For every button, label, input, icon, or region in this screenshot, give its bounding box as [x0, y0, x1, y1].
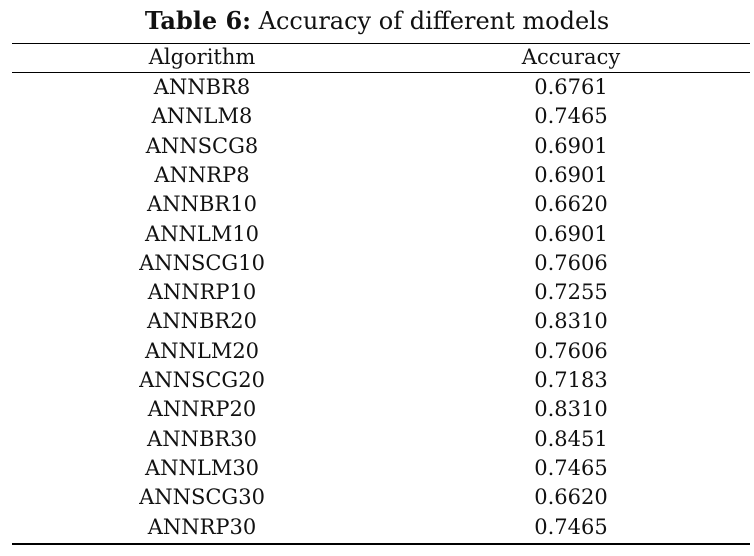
cell-algorithm: ANNRP10 — [147, 280, 257, 305]
cell-accuracy: 0.7465 — [534, 514, 608, 539]
column-header-algorithm: Algorithm — [148, 45, 256, 69]
table-row: ANNRP30 0.7465 — [12, 513, 750, 542]
table-row: ANNRP20 0.8310 — [12, 395, 750, 424]
table-row: ANNLM20 0.7606 — [12, 337, 750, 366]
table-row: ANNBR20 0.8310 — [12, 307, 750, 336]
cell-algorithm: ANNBR8 — [153, 75, 251, 99]
cell-accuracy: 0.6620 — [534, 485, 608, 510]
table-caption-text: Accuracy of different models — [251, 7, 610, 35]
table-row: ANNLM8 0.7465 — [12, 102, 750, 131]
table-header-row: Algorithm Accuracy — [12, 43, 750, 72]
cell-accuracy: 0.6761 — [534, 75, 608, 99]
cell-accuracy: 0.8310 — [534, 397, 608, 422]
cell-accuracy: 0.6901 — [534, 133, 608, 158]
table-top-rule — [12, 43, 750, 44]
cell-accuracy: 0.8451 — [534, 426, 608, 451]
table-row: ANNRP8 0.6901 — [12, 161, 750, 190]
cell-accuracy: 0.7465 — [534, 455, 608, 480]
cell-algorithm: ANNRP30 — [147, 514, 257, 539]
cell-accuracy: 0.7255 — [534, 280, 608, 305]
table-row: ANNBR10 0.6620 — [12, 190, 750, 219]
table-row: ANNLM30 0.7465 — [12, 454, 750, 483]
cell-algorithm: ANNSCG8 — [145, 133, 259, 158]
cell-algorithm: ANNLM20 — [144, 338, 260, 363]
cell-accuracy: 0.8310 — [534, 309, 608, 334]
table-row: ANNSCG10 0.7606 — [12, 249, 750, 278]
table-row: ANNRP10 0.7255 — [12, 278, 750, 307]
cell-accuracy: 0.7465 — [534, 104, 608, 129]
table-caption-label: Table 6: — [144, 6, 252, 35]
cell-accuracy: 0.7606 — [534, 338, 608, 363]
cell-accuracy: 0.6901 — [534, 221, 608, 246]
cell-accuracy: 0.7606 — [534, 250, 608, 275]
cell-algorithm: ANNLM30 — [144, 455, 260, 480]
table-row: ANNSCG8 0.6901 — [12, 132, 750, 161]
cell-algorithm: ANNLM10 — [144, 221, 260, 246]
table-bottom-rule — [12, 543, 750, 545]
table-row: ANNBR30 0.8451 — [12, 425, 750, 454]
cell-algorithm: ANNBR10 — [147, 192, 257, 217]
table-row: ANNLM10 0.6901 — [12, 220, 750, 249]
cell-algorithm: ANNRP8 — [154, 162, 250, 187]
table-row: ANNSCG30 0.6620 — [12, 483, 750, 512]
cell-accuracy: 0.6901 — [534, 162, 608, 187]
table-row: ANNSCG20 0.7183 — [12, 366, 750, 395]
cell-algorithm: ANNSCG10 — [139, 250, 265, 275]
table-header-rule — [12, 72, 750, 73]
cell-accuracy: 0.6620 — [534, 192, 608, 217]
column-header-accuracy: Accuracy — [521, 45, 621, 69]
cell-algorithm: ANNSCG20 — [139, 368, 265, 392]
cell-algorithm: ANNLM8 — [151, 104, 253, 129]
cell-algorithm: ANNSCG30 — [139, 485, 265, 510]
table-caption: Table 6: Accuracy of different models — [0, 6, 754, 36]
table-row: ANNBR8 0.6761 — [12, 73, 750, 102]
cell-algorithm: ANNRP20 — [147, 397, 257, 422]
cell-algorithm: ANNBR20 — [147, 309, 257, 334]
cell-accuracy: 0.7183 — [534, 368, 608, 392]
cell-algorithm: ANNBR30 — [147, 426, 257, 451]
